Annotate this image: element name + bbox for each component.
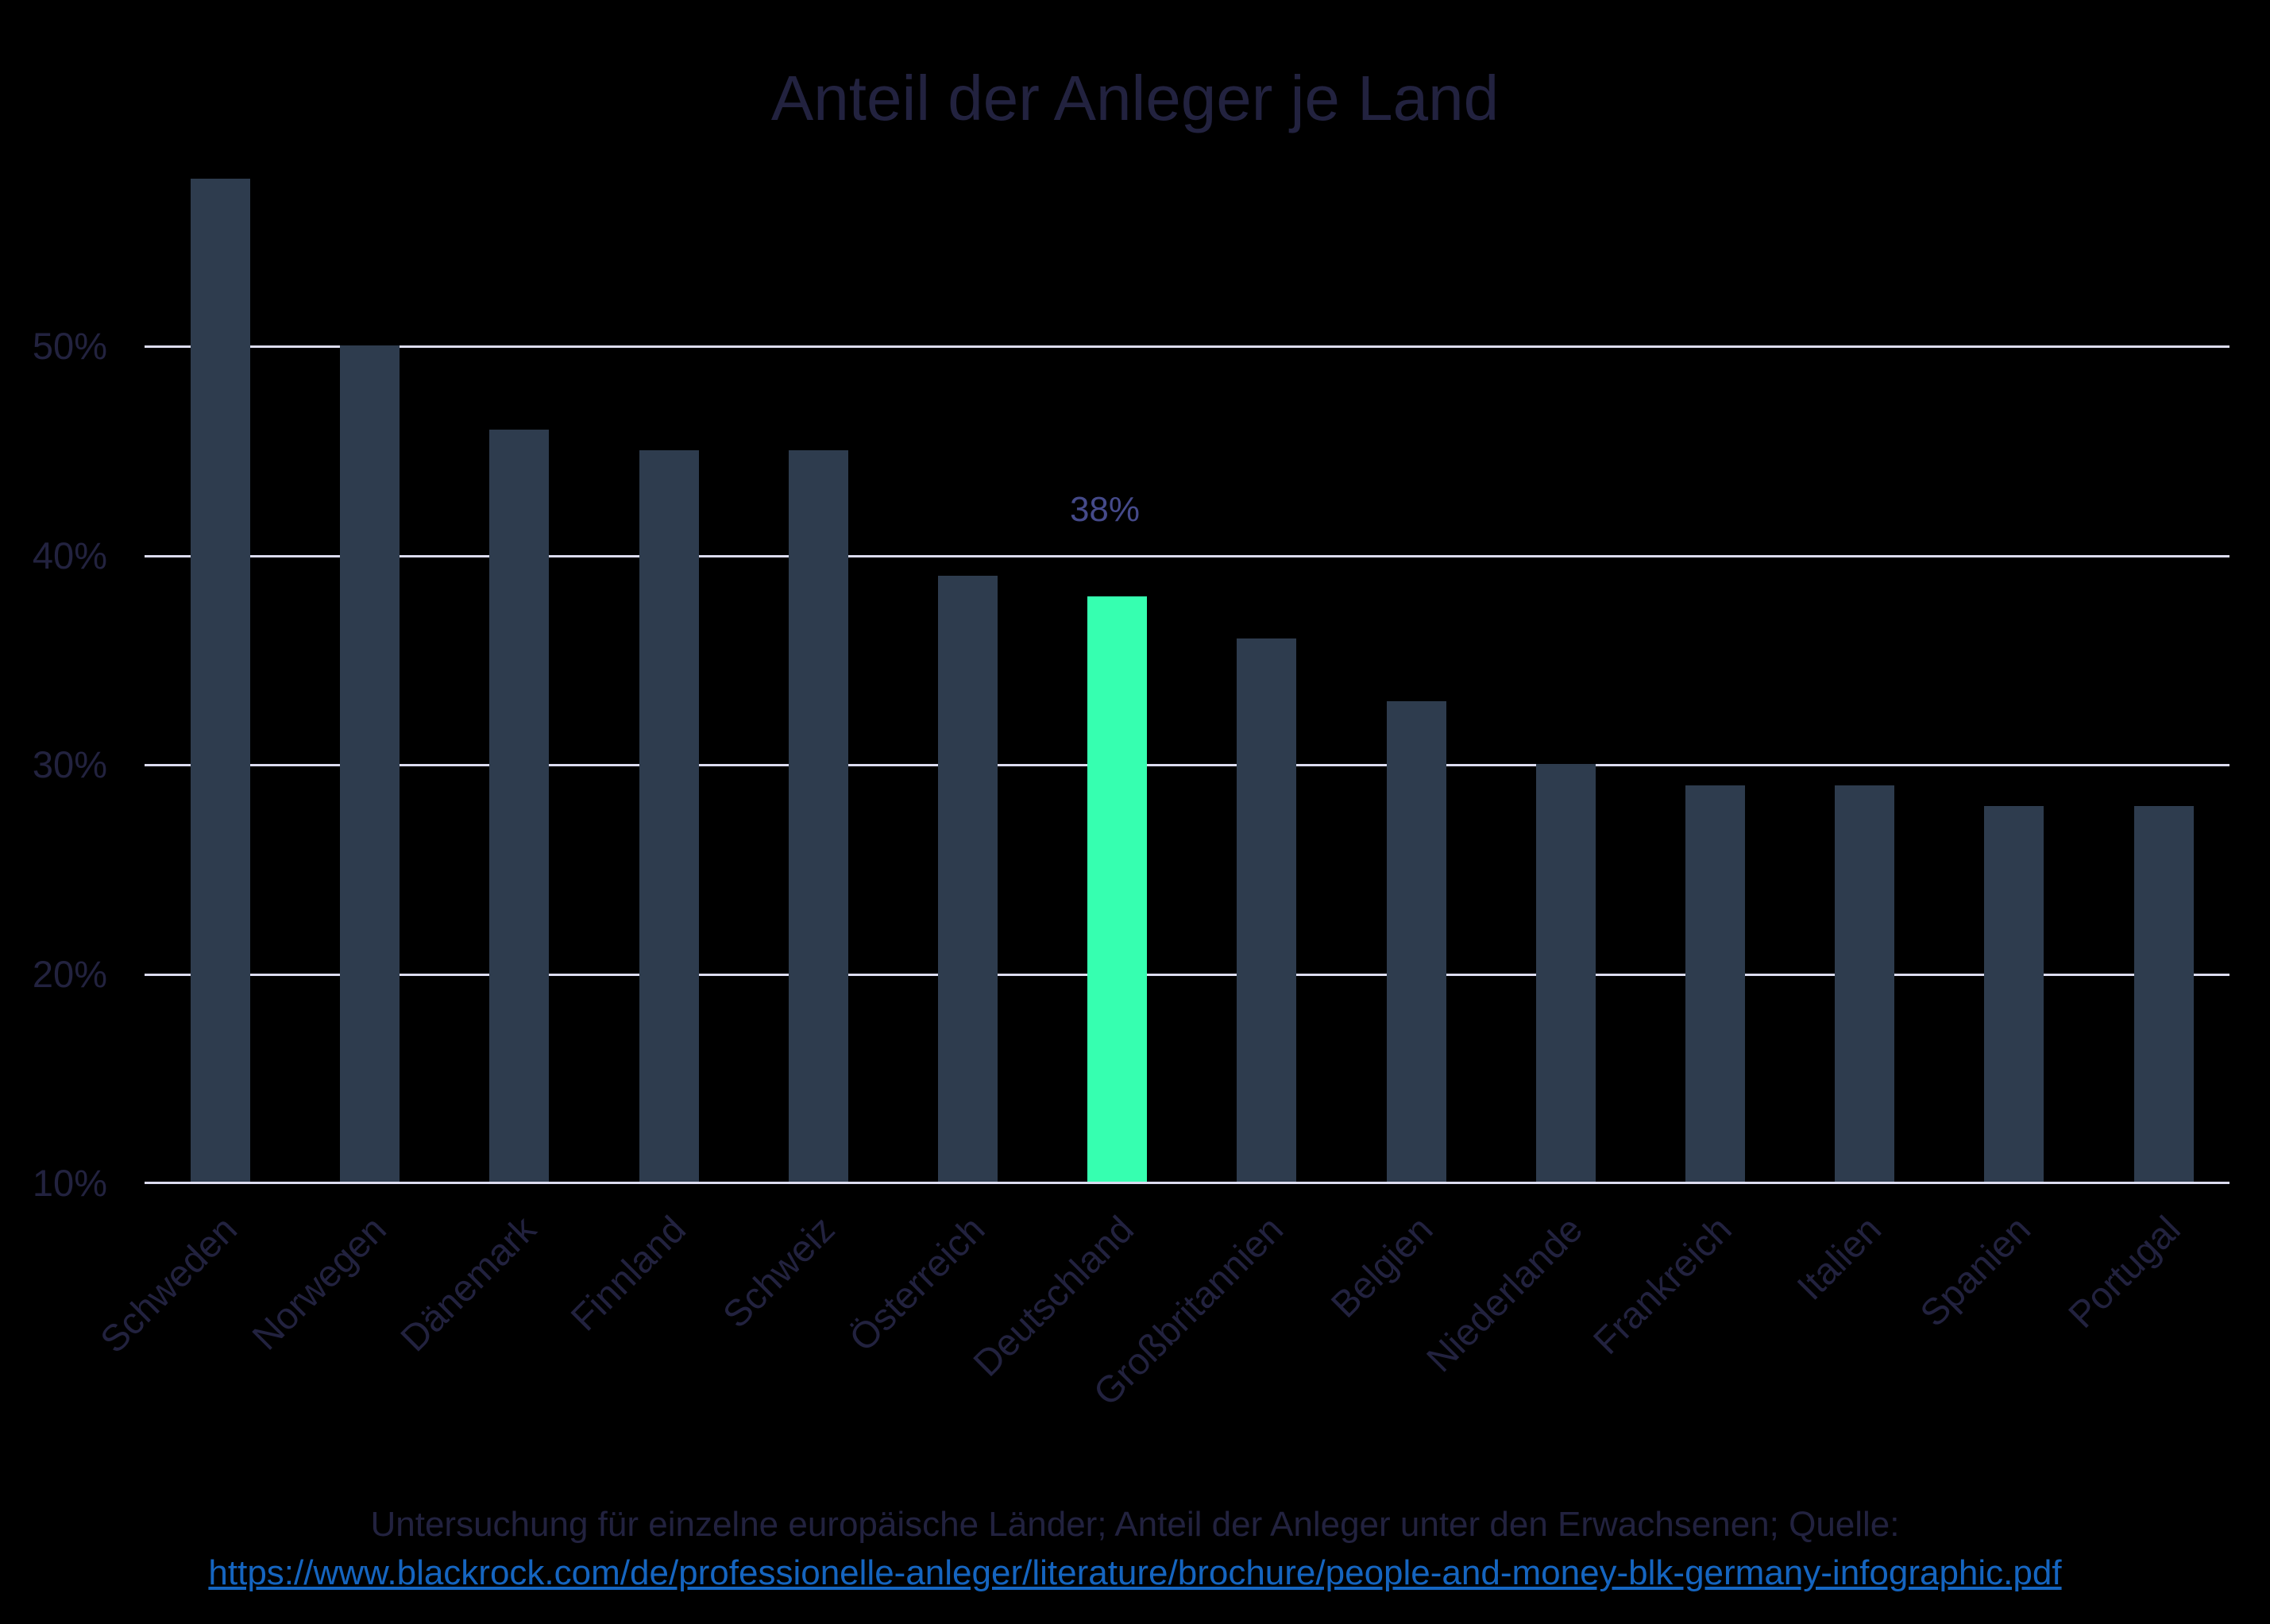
x-tick-label: Österreich <box>840 1207 993 1360</box>
bar-belgien <box>1386 701 1446 1182</box>
x-tick-label: Frankreich <box>1585 1207 1740 1363</box>
bar-dänemark <box>489 429 550 1182</box>
chart-title: Anteil der Anleger je Land <box>770 63 1500 133</box>
bar-frankreich <box>1685 785 1745 1182</box>
bar-großbritannien <box>1237 638 1297 1182</box>
x-tick-label: Dänemark <box>392 1207 544 1360</box>
footnote: Untersuchung für einzelne europäische Lä… <box>370 1505 1900 1544</box>
x-tick-label: Portugal <box>2060 1207 2188 1337</box>
gridline-50 <box>145 345 2229 348</box>
bar-schweiz <box>788 450 848 1182</box>
bar-deutschland <box>1087 596 1148 1182</box>
bar-portugal <box>2133 805 2194 1182</box>
y-tick-label: 20% <box>32 953 107 995</box>
y-tick-label: 40% <box>32 534 107 577</box>
data-label-deutschland: 38% <box>1069 490 1141 529</box>
bar-finnland <box>639 450 699 1182</box>
y-tick-label: 10% <box>32 1162 107 1204</box>
bar-österreich <box>938 576 998 1182</box>
gridline-30 <box>145 764 2229 766</box>
x-tick-label: Belgien <box>1322 1207 1441 1326</box>
bar-norwegen <box>340 345 400 1182</box>
y-tick-label: 50% <box>32 325 107 367</box>
x-tick-label: Schweiz <box>714 1207 844 1336</box>
x-tick-label: Norwegen <box>244 1207 395 1358</box>
x-tick-label: Niederlande <box>1418 1207 1591 1380</box>
x-tick-label: Schweden <box>91 1207 245 1361</box>
x-tick-label: Finnland <box>562 1207 693 1339</box>
bar-spanien <box>1984 805 2044 1182</box>
bar-schweden <box>191 178 250 1182</box>
bar-niederlande <box>1535 764 1596 1182</box>
x-tick-label: Italien <box>1789 1207 1890 1308</box>
baseline-10 <box>145 1182 2229 1184</box>
x-tick-label: Spanien <box>1912 1207 2039 1335</box>
y-tick-label: 30% <box>32 743 107 785</box>
bar-italien <box>1835 785 1895 1182</box>
gridline-20 <box>145 974 2229 976</box>
gridline-40 <box>145 555 2229 557</box>
source-link[interactable]: https://www.blackrock.com/de/professione… <box>208 1553 2062 1592</box>
